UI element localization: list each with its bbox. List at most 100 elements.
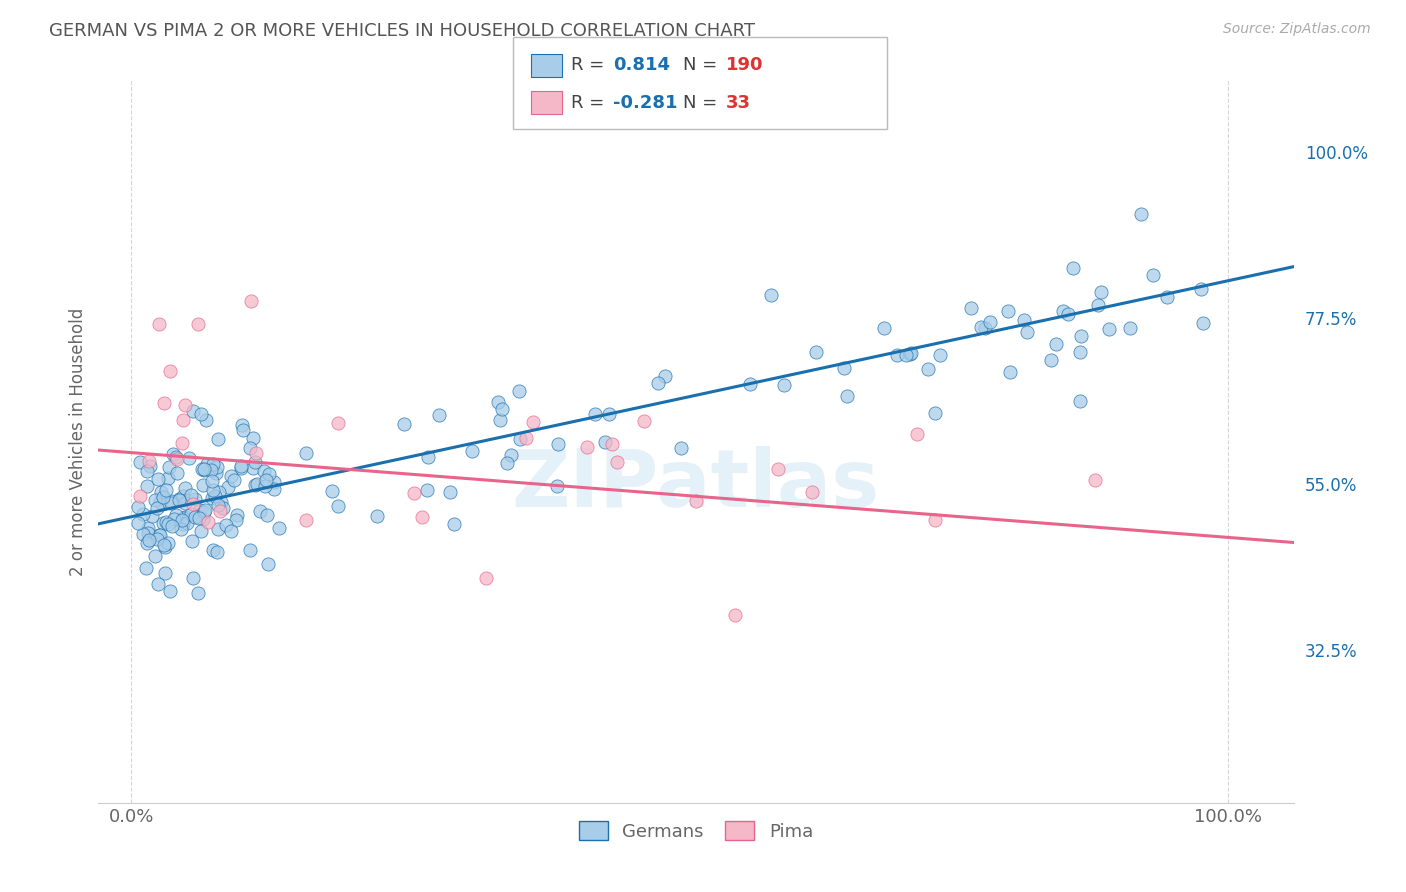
Point	[800, 485, 823, 500]
Point	[190, 524, 212, 539]
Point	[253, 479, 276, 493]
Point	[149, 527, 172, 541]
Point	[1052, 304, 1074, 318]
Point	[917, 361, 939, 376]
Point	[366, 509, 388, 524]
Point	[263, 482, 285, 496]
Text: 32.5%: 32.5%	[1305, 642, 1357, 661]
Point	[256, 508, 278, 522]
Text: 0.814: 0.814	[613, 56, 671, 74]
Point	[152, 490, 174, 504]
Point	[460, 444, 482, 458]
Point	[155, 540, 177, 554]
Point	[180, 507, 202, 521]
Point	[1087, 298, 1109, 312]
Point	[187, 317, 209, 331]
Point	[184, 492, 207, 507]
Point	[575, 440, 598, 454]
Point	[900, 345, 922, 359]
Point	[998, 365, 1021, 379]
Point	[654, 368, 676, 383]
Point	[204, 489, 226, 503]
Point	[416, 450, 439, 465]
Point	[157, 460, 180, 475]
Point	[1069, 393, 1091, 408]
Point	[671, 442, 693, 456]
Point	[138, 533, 160, 548]
Point	[294, 513, 316, 527]
Point	[152, 490, 174, 504]
Text: 77.5%: 77.5%	[1305, 311, 1357, 329]
Point	[832, 361, 855, 376]
Point	[886, 348, 908, 362]
Point	[685, 494, 707, 508]
Point	[194, 503, 217, 517]
Point	[188, 503, 211, 517]
Point	[1012, 312, 1035, 326]
Point	[249, 504, 271, 518]
Point	[208, 504, 231, 518]
Point	[172, 516, 194, 531]
Point	[193, 463, 215, 477]
Point	[1090, 285, 1112, 299]
Point	[738, 376, 761, 391]
Point	[1191, 282, 1213, 296]
Legend: Germans, Pima: Germans, Pima	[572, 814, 820, 848]
Point	[905, 426, 928, 441]
Point	[149, 495, 172, 509]
Point	[152, 538, 174, 552]
Point	[136, 535, 159, 549]
Point	[155, 516, 177, 530]
Point	[1045, 336, 1067, 351]
Point	[499, 448, 522, 462]
Point	[148, 577, 170, 591]
Point	[768, 462, 790, 476]
Point	[222, 473, 245, 487]
Point	[148, 472, 170, 486]
Point	[155, 483, 177, 497]
Point	[804, 345, 827, 359]
Point	[150, 485, 173, 500]
Point	[633, 413, 655, 427]
Point	[225, 512, 247, 526]
Point	[159, 584, 181, 599]
Point	[243, 455, 266, 469]
Point	[491, 401, 513, 416]
Point	[194, 413, 217, 427]
Point	[136, 479, 159, 493]
Point	[959, 301, 981, 316]
Point	[127, 516, 149, 530]
Point	[232, 423, 254, 437]
Point	[239, 542, 262, 557]
Point	[176, 516, 198, 531]
Point	[129, 455, 152, 469]
Point	[221, 468, 243, 483]
Point	[1070, 329, 1092, 343]
Text: N =: N =	[683, 56, 723, 74]
Point	[546, 479, 568, 493]
Point	[606, 455, 628, 469]
Point	[1098, 322, 1121, 336]
Point	[211, 500, 233, 515]
Point	[190, 407, 212, 421]
Point	[894, 348, 917, 362]
Point	[204, 466, 226, 480]
Point	[172, 513, 194, 527]
Point	[973, 321, 995, 335]
Point	[427, 408, 450, 422]
Point	[132, 507, 155, 521]
Point	[486, 395, 509, 409]
Point	[136, 526, 159, 541]
Point	[138, 521, 160, 535]
Point	[163, 512, 186, 526]
Point	[179, 488, 201, 502]
Point	[295, 446, 318, 460]
Point	[600, 437, 623, 451]
Point	[172, 511, 194, 525]
Point	[1015, 326, 1038, 340]
Point	[1192, 316, 1215, 330]
Point	[253, 464, 276, 478]
Point	[1062, 261, 1084, 276]
Point	[508, 384, 530, 399]
Point	[724, 608, 747, 623]
